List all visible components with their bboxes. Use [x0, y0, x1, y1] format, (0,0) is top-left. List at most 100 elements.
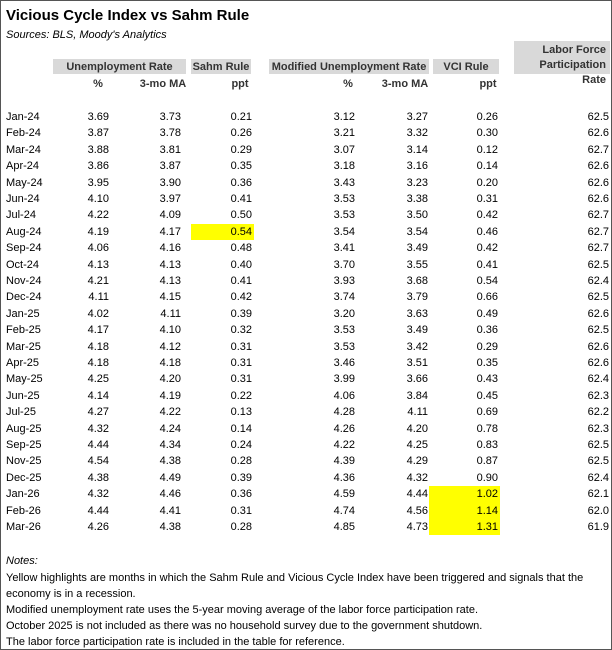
- row-label: Mar-25: [6, 340, 41, 353]
- unit-header: ppt: [231, 78, 249, 90]
- cell: 4.85: [333, 521, 355, 533]
- note: Modified unemployment rate uses the 5-ye…: [6, 604, 479, 616]
- cell: 62.6: [587, 340, 609, 353]
- row-label: Mar-26: [6, 521, 41, 533]
- cell: 0.43: [476, 373, 498, 386]
- cell: 4.44: [406, 488, 428, 501]
- cell: 3.23: [406, 176, 428, 189]
- row-label: Jul-25: [6, 406, 36, 419]
- cell: 62.5: [587, 439, 609, 451]
- cell: 3.95: [87, 176, 109, 189]
- cell: 0.31: [476, 193, 498, 205]
- cell: 4.74: [333, 504, 355, 517]
- cell: 4.06: [333, 389, 355, 402]
- cell: 4.18: [159, 357, 181, 369]
- cell: 3.97: [159, 193, 181, 205]
- cell: 3.90: [159, 176, 181, 189]
- cell: 4.22: [159, 406, 181, 419]
- cell: 3.51: [406, 357, 428, 369]
- cell: 1.02: [476, 488, 498, 501]
- cell: 0.35: [476, 357, 498, 369]
- cell: 0.87: [476, 455, 498, 468]
- cell: 3.70: [333, 258, 355, 271]
- row-label: Jan-26: [6, 488, 40, 501]
- cell: 0.40: [230, 258, 252, 271]
- cell: 4.17: [159, 225, 181, 238]
- cell: 0.29: [230, 143, 252, 156]
- cell: 62.6: [587, 160, 609, 173]
- cell: 4.20: [406, 422, 428, 435]
- cell: 3.55: [406, 258, 428, 271]
- cell: 4.18: [87, 357, 109, 369]
- row-label: Jan-25: [6, 307, 40, 320]
- cell: 0.24: [230, 439, 252, 451]
- cell: 3.74: [333, 291, 355, 304]
- cell: 4.34: [159, 439, 181, 451]
- cell: 0.90: [476, 471, 498, 484]
- cell: 4.29: [406, 455, 428, 468]
- cell: 3.99: [333, 373, 355, 386]
- row-label: Oct-24: [6, 258, 40, 271]
- row-label: Nov-24: [6, 275, 42, 287]
- cell: 4.22: [87, 209, 109, 222]
- row-label: Feb-25: [6, 324, 41, 337]
- cell: 3.84: [406, 389, 428, 402]
- cell: 0.41: [230, 193, 252, 205]
- cell: 0.41: [230, 275, 252, 287]
- cell: 3.86: [87, 160, 109, 173]
- row-label: Jun-25: [6, 389, 40, 402]
- cell: 0.54: [230, 225, 252, 238]
- cell: 3.81: [159, 143, 181, 156]
- cell: 62.1: [587, 488, 609, 501]
- cell: 3.54: [406, 225, 428, 238]
- cell: 62.5: [587, 324, 609, 337]
- row-label: Sep-25: [6, 439, 42, 451]
- cell: 62.6: [587, 193, 609, 205]
- unit-header: 3-mo MA: [139, 78, 187, 90]
- cell: 4.20: [159, 373, 181, 386]
- cell: 4.13: [87, 258, 109, 271]
- cell: 3.32: [406, 127, 428, 140]
- cell: 4.26: [87, 521, 109, 533]
- sources: Sources: BLS, Moody's Analytics: [6, 29, 167, 41]
- cell: 1.14: [476, 504, 498, 517]
- cell: 0.50: [230, 209, 252, 222]
- cell: 4.38: [159, 521, 181, 533]
- cell: 62.3: [587, 422, 609, 435]
- cell: 62.5: [587, 455, 609, 468]
- row-label: Dec-25: [6, 471, 42, 484]
- cell: 0.45: [476, 389, 498, 402]
- cell: 0.78: [476, 422, 498, 435]
- cell: 62.2: [587, 406, 609, 419]
- cell: 4.46: [159, 488, 181, 501]
- cell: 62.7: [587, 242, 609, 255]
- cell: 3.53: [333, 209, 355, 222]
- cell: 3.41: [333, 242, 355, 255]
- cell: 4.44: [87, 504, 109, 517]
- cell: 3.20: [333, 307, 355, 320]
- cell: 4.10: [159, 324, 181, 337]
- title: Vicious Cycle Index vs Sahm Rule: [6, 7, 250, 24]
- cell: 0.13: [230, 406, 252, 419]
- row-label: Apr-25: [6, 357, 40, 369]
- unit-header: %: [573, 77, 611, 91]
- cell: 3.73: [159, 111, 181, 123]
- column-group-header: Modified Unemployment Rate: [269, 59, 429, 74]
- cell: 0.31: [230, 373, 252, 386]
- cell: 62.0: [587, 504, 609, 517]
- cell: 0.31: [230, 504, 252, 517]
- cell: 4.32: [87, 488, 109, 501]
- cell: 4.28: [333, 406, 355, 419]
- cell: 4.19: [87, 225, 109, 238]
- cell: 3.50: [406, 209, 428, 222]
- cell: 0.46: [476, 225, 498, 238]
- row-label: May-24: [6, 176, 43, 189]
- cell: 3.66: [406, 373, 428, 386]
- cell: 4.19: [159, 389, 181, 402]
- note: Yellow highlights are months in which th…: [6, 572, 584, 600]
- cell: 4.44: [87, 439, 109, 451]
- column-group-header: Sahm Rule: [191, 59, 251, 74]
- cell: 0.26: [476, 111, 498, 123]
- cell: 4.18: [87, 340, 109, 353]
